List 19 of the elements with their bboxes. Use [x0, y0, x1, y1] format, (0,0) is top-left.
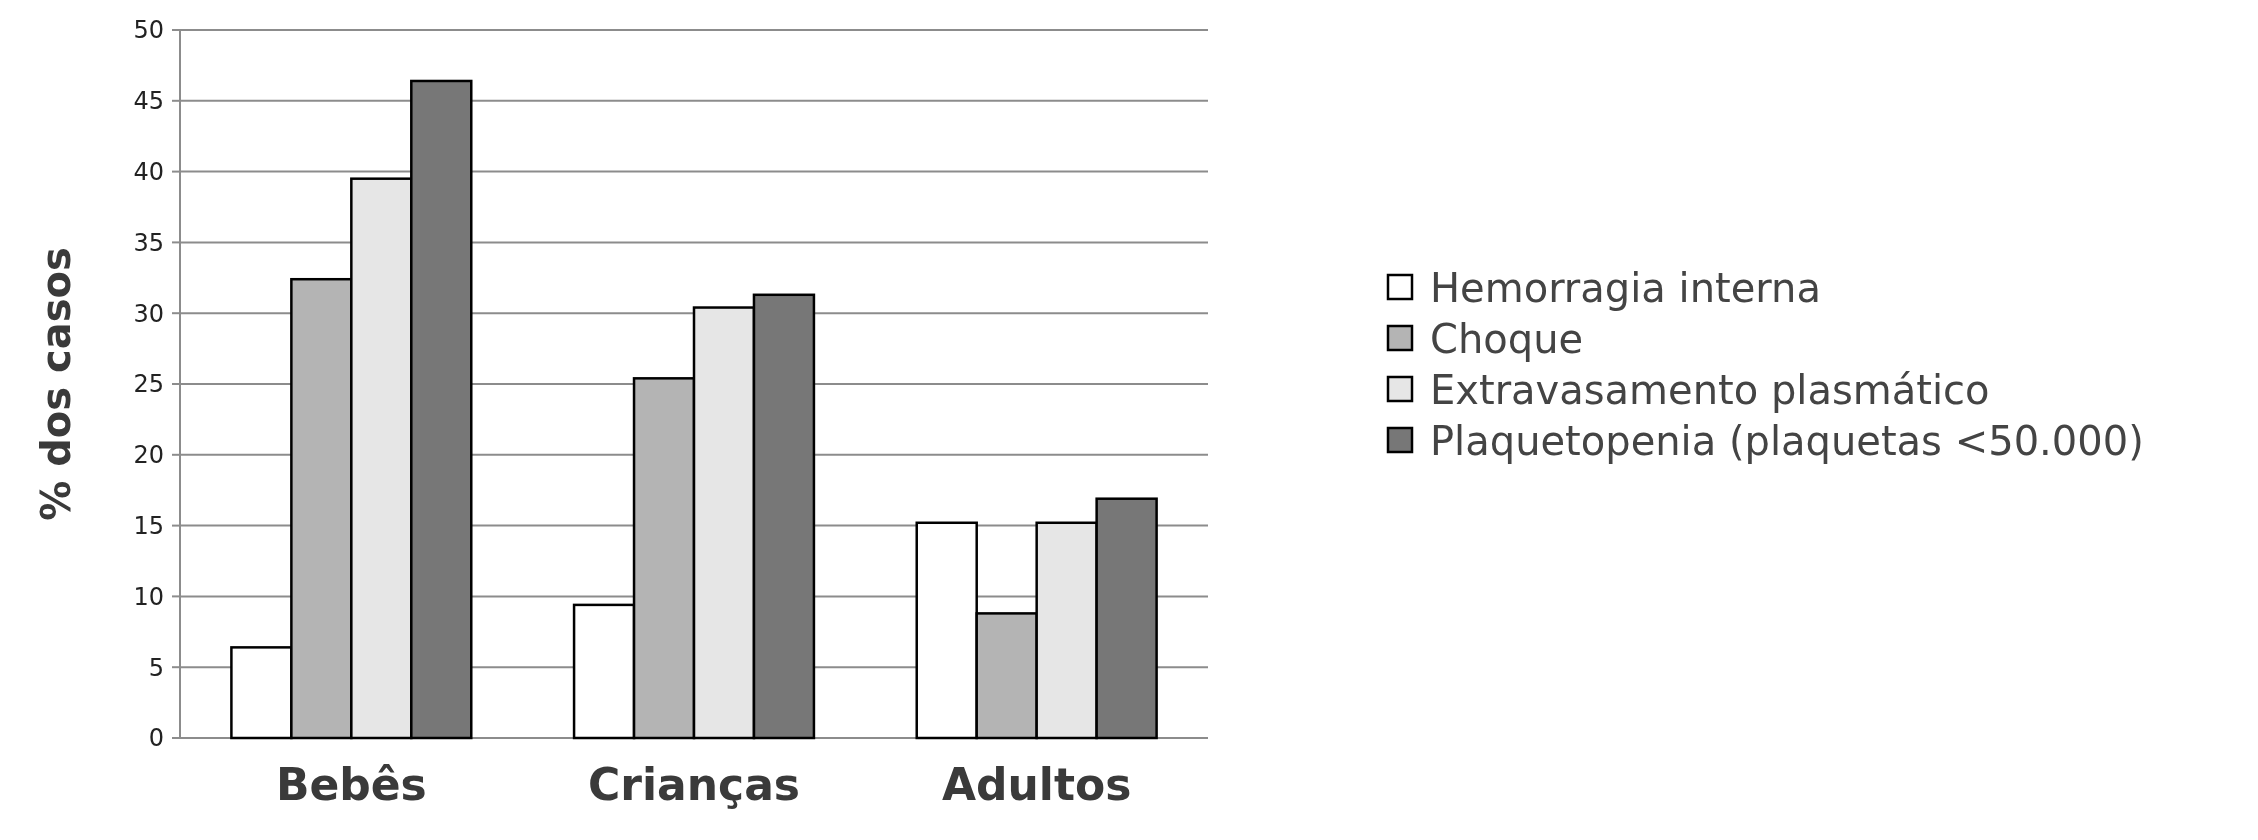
y-tick-label: 35 — [133, 228, 164, 257]
x-tick-label: Adultos — [941, 759, 1132, 810]
legend-label: Plaquetopenia (plaquetas <50.000) — [1430, 418, 2144, 464]
y-tick-label: 45 — [133, 87, 164, 116]
y-tick-label: 25 — [133, 370, 164, 399]
y-tick-label: 15 — [133, 512, 164, 540]
y-tick-label: 10 — [133, 582, 164, 611]
legend-label: Extravasamento plasmático — [1430, 367, 1990, 413]
y-tick-label: 40 — [133, 158, 164, 186]
x-tick-label: Crianças — [587, 759, 801, 810]
y-axis-title: % dos casos — [33, 247, 79, 521]
y-tick-label: 5 — [148, 653, 164, 682]
legend-label: Choque — [1430, 316, 1584, 362]
y-tick-label: 30 — [133, 299, 164, 328]
y-tick-label: 0 — [148, 724, 164, 753]
legend-label: Hemorragia interna — [1430, 265, 1821, 311]
y-tick-label: 50 — [133, 16, 164, 45]
y-tick-label: 20 — [133, 441, 164, 470]
x-tick-label: Bebês — [275, 759, 427, 810]
